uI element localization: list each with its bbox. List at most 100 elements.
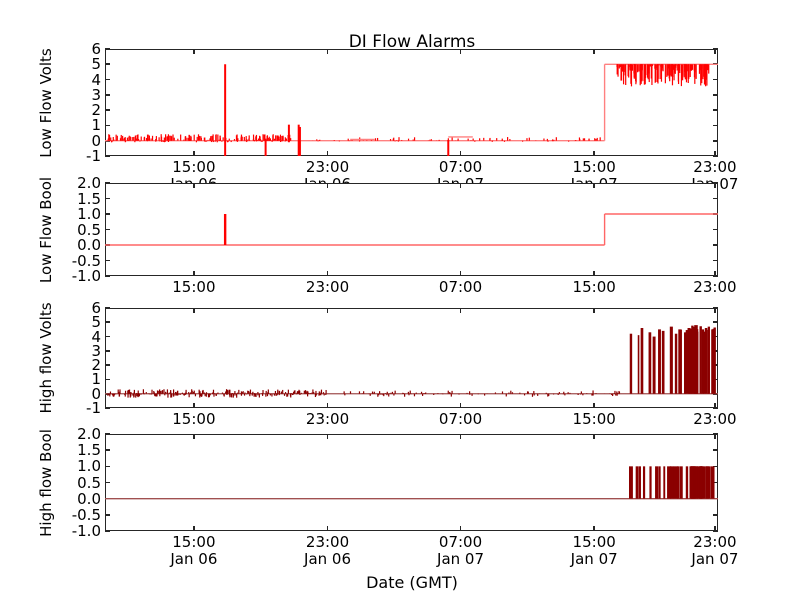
subplot-1: -1.0 -0.5 0.0 0.5 1.0 1.5 2.0 15:00 23:00 07:00 15… [37, 174, 737, 296]
x-tick-date: Jan 06 [304, 550, 352, 568]
y-tick-label: -0.5 [71, 251, 101, 270]
x-tick-time: 23:00 [693, 278, 737, 296]
x-tick-mark [193, 403, 195, 408]
x-tick-date: Jan 06 [170, 550, 218, 568]
y-tick-mark-right [713, 78, 718, 81]
x-tick-label: 23:00 [306, 411, 349, 428]
y-tick-label: 2.0 [77, 425, 101, 443]
x-tick-time: 23:00 [305, 278, 350, 296]
y-tick-mark [105, 321, 110, 324]
y-tick-mark [105, 228, 110, 231]
y-tick-mark [105, 514, 110, 516]
y-tick-mark [105, 307, 110, 309]
y-tick-mark [105, 213, 110, 215]
y-tick-mark-right [713, 465, 718, 468]
x-tick-mark [593, 271, 595, 276]
y-tick-mark [105, 378, 110, 381]
y-tick-mark [105, 465, 110, 468]
y-tick-label: 0.5 [77, 473, 101, 492]
x-tick-mark-top [193, 308, 195, 313]
x-tick-label: 23:00 [306, 279, 349, 296]
y-tick-label: 0 [91, 131, 101, 150]
y-tick-label: 1.5 [77, 189, 101, 208]
y-tick-label: 4 [91, 70, 101, 89]
y-tick-label: 1.5 [77, 441, 101, 460]
y-tick-label: -1 [86, 399, 101, 417]
x-tick-mark [459, 526, 462, 531]
x-tick-mark-top [326, 308, 329, 313]
y-tick-label: 0.0 [77, 236, 101, 254]
plot-frame [105, 49, 718, 156]
x-tick-label: 23:00 [693, 279, 736, 296]
y-tick-mark-right [713, 244, 718, 246]
x-tick-time: 15:00 [172, 278, 216, 296]
x-tick-date: Jan 07 [570, 550, 618, 568]
x-tick-mark [714, 151, 716, 156]
x-tick-mark [593, 403, 595, 408]
y-tick-label: 2 [91, 101, 101, 120]
x-tick-time: 07:00 [438, 158, 483, 176]
y-tick-label: 2 [91, 356, 101, 375]
y-tick-mark-right [713, 94, 718, 96]
y-tick-mark-right [713, 197, 718, 200]
y-tick-mark-right [713, 321, 718, 324]
y-tick-label: -0.5 [71, 505, 101, 524]
x-tick-time: 23:00 [693, 533, 737, 551]
x-tick-mark-top [714, 183, 716, 188]
y-tick-mark [105, 155, 110, 157]
y-tick-label: 3 [91, 85, 101, 104]
x-tick-mark [326, 271, 329, 276]
y-tick-mark [105, 259, 110, 262]
x-tick-mark [326, 151, 329, 156]
x-tick-mark-top [593, 49, 595, 54]
plot-frame [105, 183, 718, 276]
x-tick-date: Jan 07 [437, 550, 485, 568]
x-tick-mark [193, 271, 195, 276]
y-tick-mark [105, 350, 110, 352]
y-tick-label: 1.0 [77, 457, 101, 476]
x-tick-time: 15:00 [572, 278, 616, 296]
subplot-3: -1.0 -0.5 0.0 0.5 1.0 1.5 2.0 15:00 Jan 06 23:00 J… [37, 425, 738, 568]
x-tick-mark-top [459, 49, 462, 54]
y-tick-mark [105, 275, 110, 277]
y-tick-mark-right [713, 124, 718, 127]
x-tick-mark [714, 526, 716, 531]
y-tick-mark [105, 109, 110, 111]
x-tick-mark [714, 403, 716, 408]
subplot-2: -1 0 1 2 3 4 5 6 15:00 23:00 07:00 15:00 23:00 High f… [37, 299, 737, 428]
x-tick-label: 15:00 [573, 279, 616, 296]
x-tick-time: 23:00 [693, 410, 737, 428]
y-tick-label: 3 [91, 341, 101, 360]
x-tick-mark-top [326, 434, 329, 439]
x-tick-mark [326, 526, 329, 531]
x-tick-mark-top [193, 183, 195, 188]
x-tick-time: 15:00 [572, 533, 616, 551]
x-tick-mark-top [593, 308, 595, 313]
y-tick-label: 0.5 [77, 220, 101, 239]
x-tick-time: 15:00 [572, 410, 616, 428]
y-tick-mark [105, 481, 110, 484]
y-tick-label: 1 [91, 370, 101, 389]
y-tick-mark [105, 449, 110, 451]
x-tick-time: 23:00 [305, 410, 350, 428]
y-tick-mark [105, 63, 110, 66]
y-axis-label: Low Flow Volts [37, 47, 55, 158]
x-tick-label: 07:00 [439, 411, 482, 428]
y-tick-mark [105, 48, 110, 50]
y-tick-label: -1.0 [71, 267, 101, 285]
x-tick-label: 15:00 [573, 411, 616, 428]
y-tick-label: 5 [91, 313, 101, 332]
x-tick-mark-top [326, 183, 329, 188]
data-trace-0 [105, 63, 718, 156]
x-tick-mark-top [593, 183, 595, 188]
y-tick-label: 0 [91, 384, 101, 403]
x-tick-time: 23:00 [305, 158, 350, 176]
x-tick-mark-top [714, 49, 716, 54]
y-tick-mark [105, 364, 110, 366]
x-tick-mark [459, 271, 462, 276]
x-tick-mark-top [459, 183, 462, 188]
